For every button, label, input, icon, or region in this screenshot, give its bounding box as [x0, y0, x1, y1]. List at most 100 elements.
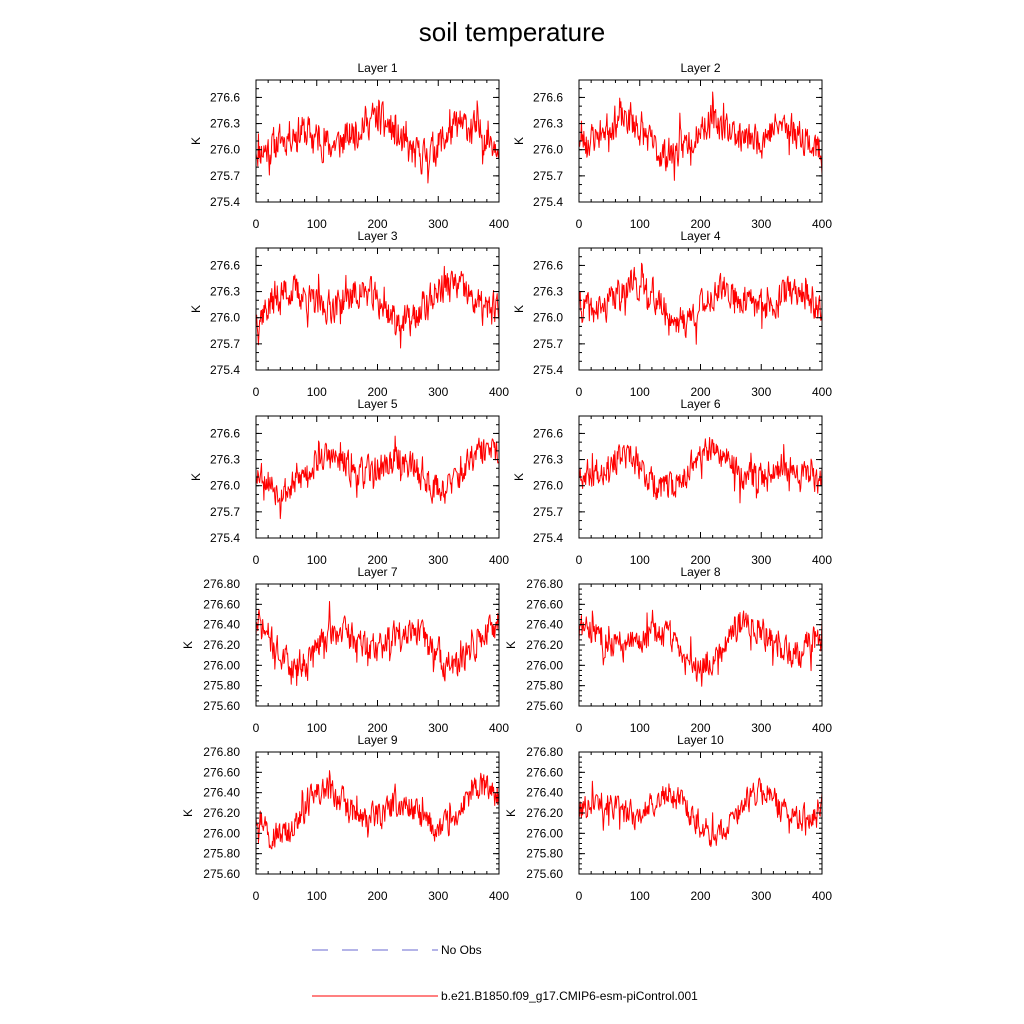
y-tick-label: 276.3: [533, 453, 563, 467]
panel-layer-7: Layer 7 K 0 100 200 300 400 275.60 275.80 276.00 2…: [181, 565, 509, 735]
plot-frame: [578, 751, 823, 875]
y-tick-label: 276.3: [210, 285, 240, 299]
x-tick-label: 100: [307, 385, 327, 399]
panel-layer-8: Layer 8 K 0 100 200 300 400 275.60 275.80 276.00 2…: [504, 565, 832, 735]
y-axis-label: K: [181, 809, 195, 817]
x-tick-label: 100: [307, 553, 327, 567]
y-tick-label: 275.60: [526, 699, 563, 713]
y-tick-label: 276.6: [210, 258, 240, 272]
x-tick-label: 300: [751, 553, 771, 567]
y-tick-label: 276.0: [533, 143, 563, 157]
y-axis-label: K: [189, 473, 203, 481]
y-tick-label: 275.4: [210, 363, 240, 377]
y-tick-label: 276.20: [203, 806, 240, 820]
series-line: [255, 770, 500, 850]
y-axis-label: K: [189, 305, 203, 313]
y-tick-label: 275.60: [526, 867, 563, 881]
y-axis-label: K: [504, 641, 518, 649]
x-tick-label: 200: [690, 889, 710, 903]
y-tick-label: 275.80: [526, 679, 563, 693]
panel-grid: Layer 1 K 0 100 200 300 400 275.4 275.7 276.0 276.…: [181, 61, 832, 903]
y-axis-label: K: [189, 137, 203, 145]
series-line: [578, 609, 823, 687]
y-tick-label: 276.6: [533, 258, 563, 272]
panel-layer-10: Layer 10 K 0 100 200 300 400 275.60 275.80 276.00…: [504, 733, 832, 903]
y-tick-label: 276.20: [526, 638, 563, 652]
x-tick-label: 0: [576, 217, 583, 231]
y-tick-label: 275.4: [533, 195, 563, 209]
y-tick-label: 276.3: [533, 117, 563, 131]
x-tick-label: 0: [576, 721, 583, 735]
x-tick-label: 0: [253, 385, 260, 399]
x-tick-label: 0: [253, 889, 260, 903]
x-tick-label: 300: [428, 889, 448, 903]
x-tick-label: 200: [367, 553, 387, 567]
x-tick-label: 300: [428, 553, 448, 567]
x-tick-label: 400: [489, 553, 509, 567]
x-tick-label: 200: [367, 721, 387, 735]
series-line: [578, 436, 823, 504]
y-tick-label: 275.4: [533, 363, 563, 377]
y-tick-label: 276.3: [210, 117, 240, 131]
panel-title: Layer 7: [357, 565, 397, 579]
panel-title: Layer 1: [357, 61, 397, 75]
x-tick-label: 400: [812, 385, 832, 399]
panel-layer-6: Layer 6 K 0 100 200 300 400 275.4 275.7 276.0 276.…: [512, 397, 832, 567]
x-tick-label: 300: [751, 385, 771, 399]
y-tick-label: 275.7: [210, 337, 240, 351]
y-tick-label: 276.40: [203, 618, 240, 632]
y-tick-label: 276.60: [203, 597, 240, 611]
y-tick-label: 276.3: [533, 285, 563, 299]
series-line: [578, 91, 823, 181]
x-tick-label: 100: [630, 385, 650, 399]
x-tick-label: 200: [367, 385, 387, 399]
y-tick-label: 276.60: [203, 765, 240, 779]
x-tick-label: 200: [690, 553, 710, 567]
y-tick-label: 276.40: [203, 786, 240, 800]
x-tick-label: 400: [812, 889, 832, 903]
y-tick-label: 275.7: [533, 505, 563, 519]
series-line: [578, 777, 823, 848]
series-line: [255, 265, 500, 349]
x-tick-label: 0: [576, 385, 583, 399]
y-tick-label: 276.0: [533, 311, 563, 325]
x-tick-label: 200: [690, 385, 710, 399]
y-tick-label: 275.7: [210, 169, 240, 183]
y-tick-label: 276.6: [533, 426, 563, 440]
panel-title: Layer 5: [357, 397, 397, 411]
x-tick-label: 400: [812, 553, 832, 567]
y-axis-label: K: [512, 473, 526, 481]
y-tick-label: 275.4: [210, 531, 240, 545]
y-tick-label: 276.40: [526, 786, 563, 800]
panel-title: Layer 3: [357, 229, 397, 243]
x-tick-label: 100: [307, 217, 327, 231]
panel-title: Layer 6: [680, 397, 720, 411]
y-tick-label: 275.4: [210, 195, 240, 209]
x-tick-label: 200: [690, 721, 710, 735]
y-tick-label: 275.80: [203, 679, 240, 693]
panel-layer-5: Layer 5 K 0 100 200 300 400 275.4 275.7 276.0 276.…: [189, 397, 509, 567]
y-axis-label: K: [181, 641, 195, 649]
panel-title: Layer 2: [680, 61, 720, 75]
y-tick-label: 276.00: [526, 826, 563, 840]
x-tick-label: 200: [367, 889, 387, 903]
series-line: [255, 600, 500, 687]
y-tick-label: 276.0: [533, 479, 563, 493]
y-tick-label: 276.0: [210, 143, 240, 157]
x-tick-label: 300: [428, 385, 448, 399]
x-tick-label: 400: [489, 889, 509, 903]
y-axis-label: K: [504, 809, 518, 817]
panel-layer-2: Layer 2 K 0 100 200 300 400 275.4 275.7 276.0 276.…: [512, 61, 832, 231]
figure-title: soil temperature: [419, 17, 605, 47]
x-tick-label: 200: [690, 217, 710, 231]
x-tick-label: 100: [630, 217, 650, 231]
panel-layer-3: Layer 3 K 0 100 200 300 400 275.4 275.7 276.0 276.…: [189, 229, 509, 399]
panel-title: Layer 8: [680, 565, 720, 579]
panel-title: Layer 10: [677, 733, 724, 747]
y-tick-label: 276.6: [210, 90, 240, 104]
x-tick-label: 400: [489, 217, 509, 231]
series-line: [255, 435, 500, 520]
plot-frame: [578, 79, 823, 203]
y-tick-label: 276.60: [526, 765, 563, 779]
